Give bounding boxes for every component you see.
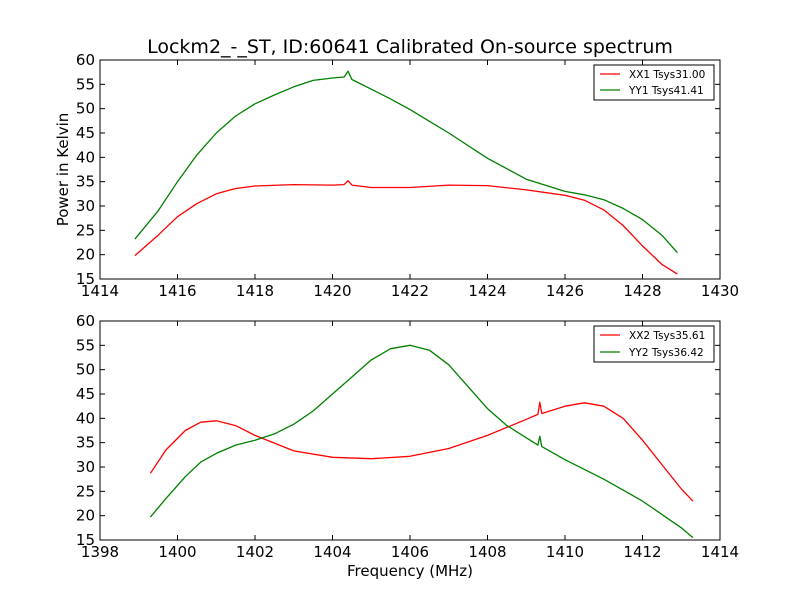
bottom-chart-legend: XX2 Tsys35.61 YY2 Tsys36.42 [593,325,715,363]
top-chart-ytick-label: 15 [76,270,95,288]
top-chart-legend: XX1 Tsys31.00 YY1 Tsys41.41 [593,64,715,101]
bottom-chart-ytick-label: 45 [76,385,95,403]
bottom-chart-legend-label-yy2: YY2 Tsys36.42 [628,347,704,359]
bottom-chart-xtick-label: 1408 [468,543,506,561]
bottom-chart-ytick-label: 20 [76,507,95,525]
top-chart-ytick-label: 45 [76,124,95,142]
bottom-chart-frame [99,320,721,541]
bottom-chart-xtick-label: 1410 [546,543,584,561]
bottom-chart-series-xx2 [149,401,694,502]
top-chart-xtick-label: 1430 [701,282,739,300]
top-chart-series-xx1 [134,180,678,275]
bottom-chart-legend-box [593,325,715,363]
bottom-chart-ticks: 1398 1400 1402 1404 1406 1408 1410 1412 1414 15 20… [76,312,739,561]
top-chart: Lockm2_-_ST, ID:60641 Calibrated On-sour… [54,36,739,300]
bottom-chart-ytick-label: 35 [76,434,95,452]
top-chart-legend-label-yy1: YY1 Tsys41.41 [628,85,704,97]
top-chart-ytick-label: 50 [76,100,95,118]
bottom-chart-legend-label-xx2: XX2 Tsys35.61 [629,330,705,342]
bottom-chart-xlabel: Frequency (MHz) [347,562,473,580]
top-chart-legend-box [593,64,715,101]
bottom-chart: Frequency (MHz) 1398 1400 1402 1404 1406 1408… [76,312,739,580]
bottom-chart-xtick-label: 1406 [391,543,429,561]
bottom-chart-xtick-label: 1398 [81,543,119,561]
bottom-chart-xtick-label: 1412 [623,543,661,561]
top-chart-ytick-label: 55 [76,75,95,93]
bottom-chart-xtick-label: 1402 [236,543,274,561]
bottom-chart-ytick-label: 50 [76,361,95,379]
bottom-chart-ytick-label: 55 [76,336,95,354]
top-chart-ticks: 1414 1416 1418 1420 1422 1424 1426 1428 1430 15 20… [76,51,739,300]
top-chart-legend-label-xx1: XX1 Tsys31.00 [629,69,705,81]
top-chart-frame [99,59,721,280]
top-chart-xtick-label: 1416 [158,282,196,300]
bottom-chart-ytick-label: 40 [76,409,95,427]
bottom-chart-series-layer [149,344,694,539]
bottom-chart-xtick-label: 1414 [701,543,739,561]
top-chart-ytick-label: 35 [76,173,95,191]
bottom-chart-ytick-label: 15 [76,531,95,549]
bottom-chart-ytick-label: 30 [76,458,95,476]
bottom-chart-ytick-label: 25 [76,482,95,500]
top-chart-xtick-label: 1428 [623,282,661,300]
bottom-chart-series-yy2 [149,344,694,539]
bottom-chart-ytick-label: 60 [76,312,95,330]
top-chart-ytick-label: 25 [76,221,95,239]
top-chart-xtick-label: 1426 [546,282,584,300]
top-chart-xtick-label: 1422 [391,282,429,300]
top-chart-series-yy1 [134,70,678,254]
top-chart-ytick-label: 30 [76,197,95,215]
top-chart-ytick-label: 60 [76,51,95,69]
top-chart-title: Lockm2_-_ST, ID:60641 Calibrated On-sour… [147,36,673,58]
top-chart-xtick-label: 1420 [313,282,351,300]
bottom-chart-xtick-label: 1400 [158,543,196,561]
top-chart-xtick-label: 1424 [468,282,506,300]
top-chart-xtick-label: 1414 [81,282,119,300]
bottom-chart-xtick-label: 1404 [313,543,351,561]
top-chart-xtick-label: 1418 [236,282,274,300]
top-chart-ytick-label: 20 [76,246,95,264]
top-chart-series-layer [134,70,678,275]
top-chart-ylabel: Power in Kelvin [54,113,72,227]
top-chart-ytick-label: 40 [76,148,95,166]
